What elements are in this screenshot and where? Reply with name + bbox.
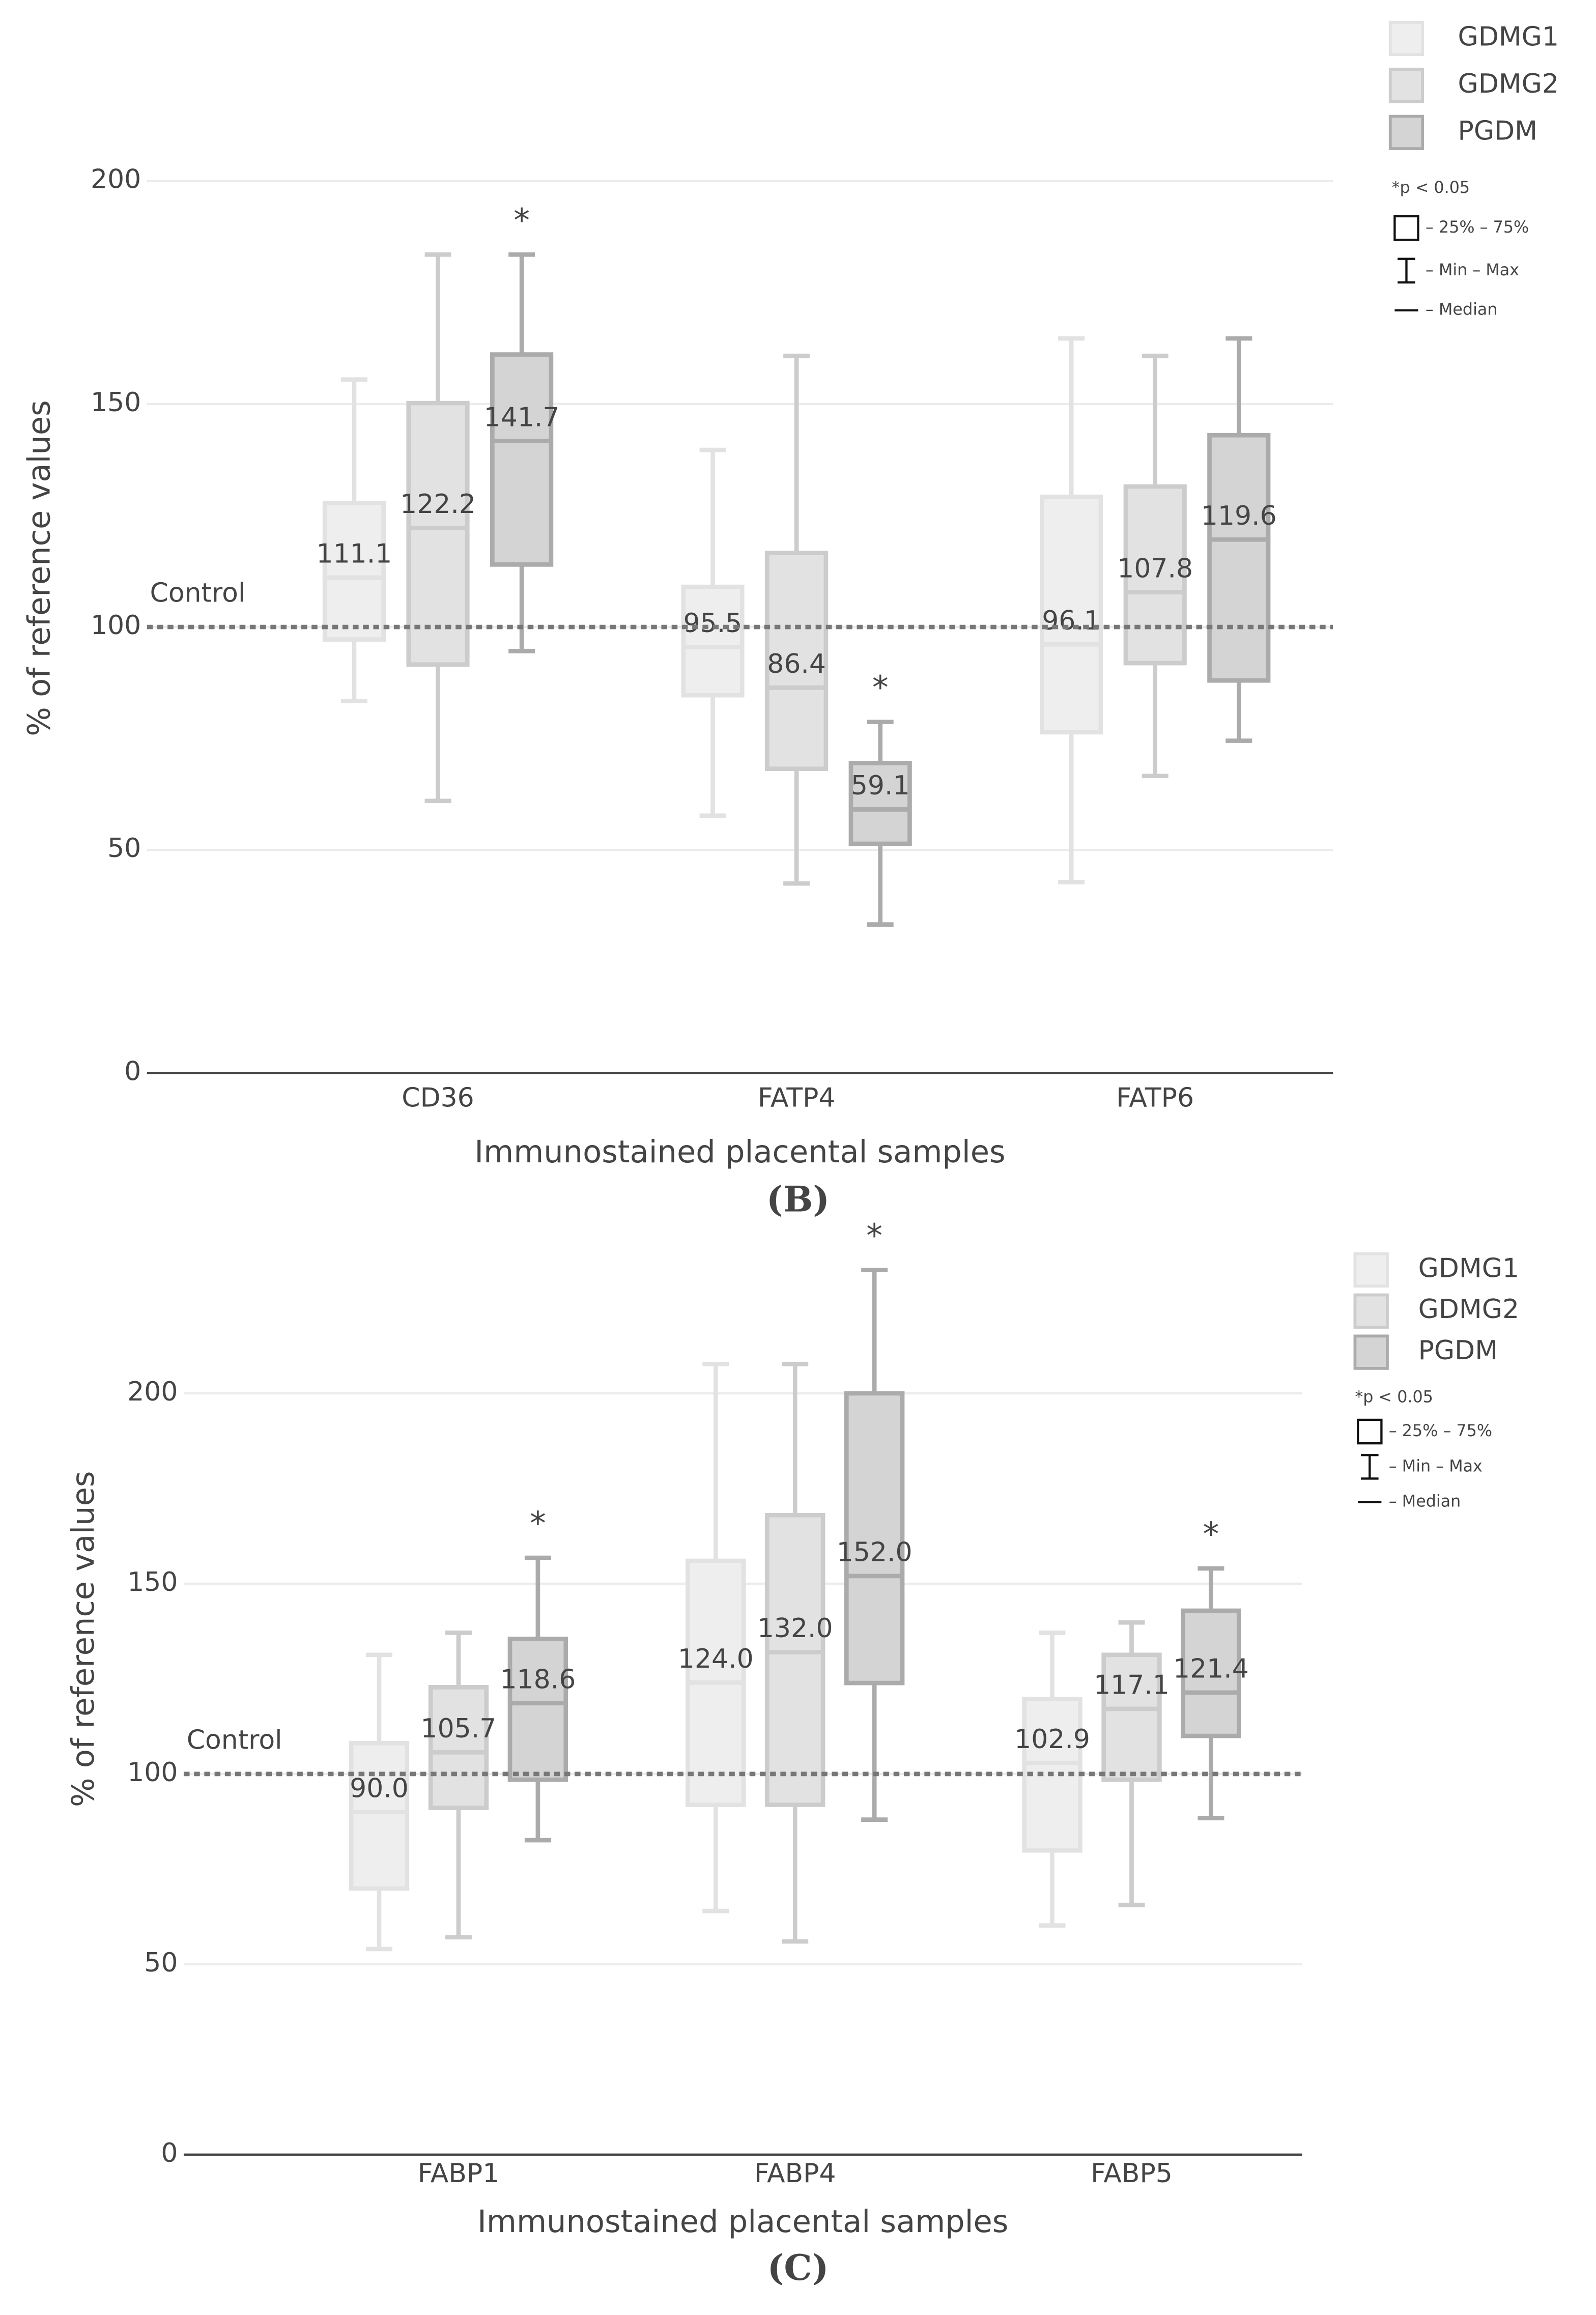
median-label: 124.0 — [678, 1644, 754, 1674]
y-tick-label: 150 — [127, 1567, 178, 1597]
median-label: 117.1 — [1094, 1670, 1170, 1701]
box — [844, 1391, 905, 1685]
panel-label: (C) — [767, 2247, 829, 2289]
box — [1207, 433, 1271, 683]
chart: 0 50 100 150 200 90.0 124.0 102.9 GDMG1 105.7 132.… — [66, 1217, 1519, 2289]
legend-swatch — [1353, 1252, 1389, 1288]
y-tick-label: 200 — [91, 164, 141, 195]
key-box — [1393, 215, 1419, 241]
box — [765, 1512, 825, 1807]
x-tick-label: FABP4 — [754, 2158, 836, 2189]
median-label: 111.1 — [317, 538, 392, 569]
median-label: 86.4 — [767, 649, 826, 679]
legend-swatch — [1388, 68, 1424, 103]
reference-label: Control — [187, 1725, 282, 1755]
legend-label: PGDM — [1418, 1335, 1498, 1366]
median-label: 95.5 — [683, 608, 743, 639]
legend-note: *p < 0.05 — [1355, 1388, 1433, 1407]
x-tick-label: FATP4 — [758, 1082, 836, 1113]
box — [1040, 494, 1103, 735]
median-label: 118.6 — [500, 1664, 576, 1695]
key-box — [1357, 1418, 1383, 1445]
legend-note: – Median — [1426, 301, 1497, 319]
legend-note: – Min – Max — [1426, 261, 1519, 279]
y-tick-label: 0 — [161, 2138, 178, 2168]
y-tick-label: 50 — [107, 833, 141, 864]
box — [507, 1637, 568, 1782]
y-tick-label: 100 — [127, 1757, 178, 1788]
key-whisker — [1398, 258, 1415, 284]
y-tick-label: 200 — [127, 1377, 178, 1407]
significance-mark: * — [514, 201, 530, 239]
median-label: 121.4 — [1173, 1654, 1249, 1684]
legend-label: PGDM — [1458, 116, 1537, 146]
significance-mark: * — [866, 1217, 882, 1254]
legend-label: GDMG2 — [1418, 1294, 1519, 1325]
legend-label: GDMG2 — [1458, 69, 1559, 99]
reference-label: Control — [150, 578, 246, 609]
box — [349, 1740, 410, 1891]
legend-note: – Min – Max — [1389, 1457, 1483, 1475]
box — [428, 1685, 489, 1810]
x-tick-label: FABP1 — [418, 2158, 500, 2189]
legend-swatch — [1353, 1293, 1389, 1329]
x-tick-label: FATP6 — [1116, 1082, 1194, 1113]
box — [848, 761, 912, 846]
box — [406, 401, 470, 667]
chart: 0 50 100 150 200 111.1 95.5 96.1 GDMG1 122.2 86.4 1… — [21, 20, 1559, 1220]
legend-note: – 25% – 75% — [1389, 1422, 1492, 1440]
median-label: 105.7 — [421, 1713, 497, 1744]
box — [1101, 1652, 1162, 1782]
median-label: 141.7 — [484, 402, 560, 433]
key-whisker — [1360, 1454, 1379, 1480]
legend-note: – 25% – 75% — [1426, 218, 1529, 237]
box — [1123, 484, 1187, 666]
y-tick-label: 150 — [91, 387, 141, 418]
legend-note: *p < 0.05 — [1392, 179, 1470, 197]
legend-swatch — [1388, 115, 1424, 151]
significance-mark: * — [1203, 1515, 1219, 1553]
panel-label: (B) — [766, 1179, 830, 1220]
x-axis-title: Immunostained placental samples — [474, 1134, 1005, 1170]
box — [1181, 1608, 1241, 1738]
box — [322, 501, 386, 642]
y-axis-title: % of reference values — [21, 400, 57, 736]
legend-label: GDMG1 — [1418, 1253, 1519, 1283]
median-label: 132.0 — [757, 1613, 833, 1644]
median-label: 96.1 — [1042, 606, 1101, 636]
median-label: 59.1 — [851, 770, 910, 801]
x-tick-label: CD36 — [402, 1082, 474, 1113]
y-axis-title: % of reference values — [66, 1471, 101, 1808]
median-label: 119.6 — [1201, 501, 1277, 531]
y-tick-label: 100 — [91, 610, 141, 641]
box — [490, 352, 554, 567]
x-axis-title: Immunostained placental samples — [477, 2204, 1008, 2240]
median-label: 122.2 — [400, 489, 476, 520]
significance-mark: * — [530, 1504, 546, 1542]
significance-mark: * — [872, 669, 889, 706]
y-tick-label: 50 — [144, 1948, 178, 1978]
x-tick-label: FABP5 — [1091, 2158, 1173, 2189]
median-label: 152.0 — [837, 1537, 913, 1568]
legend-swatch — [1388, 20, 1424, 56]
box — [681, 584, 745, 698]
y-tick-label: 0 — [124, 1056, 141, 1087]
legend-label: GDMG1 — [1458, 22, 1559, 52]
box — [765, 551, 829, 771]
median-label: 102.9 — [1014, 1724, 1090, 1755]
legend-swatch — [1353, 1334, 1389, 1370]
median-label: 90.0 — [350, 1773, 409, 1804]
legend-note: – Median — [1389, 1493, 1461, 1511]
median-label: 107.8 — [1117, 553, 1193, 584]
